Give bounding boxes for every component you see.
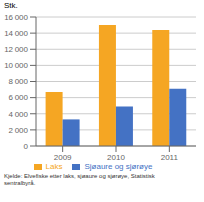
svg-text:4 000: 4 000 <box>9 110 29 119</box>
svg-text:2011: 2011 <box>161 153 179 162</box>
svg-text:2009: 2009 <box>54 153 72 162</box>
svg-text:0: 0 <box>24 142 29 151</box>
svg-text:10 000: 10 000 <box>8 61 29 70</box>
svg-text:12 000: 12 000 <box>8 45 29 54</box>
svg-text:8 000: 8 000 <box>9 77 29 86</box>
html-text:Laks: Laks <box>45 162 63 171</box>
svg-text:6 000: 6 000 <box>9 93 29 102</box>
svg-text:2 000: 2 000 <box>9 126 29 135</box>
html-text:Kjelde: Elvefiske etter laks,: Kjelde: Elvefiske etter laks, sjøaure og… <box>4 173 155 187</box>
html-text:Stk.: Stk. <box>4 1 18 10</box>
svg-text:14 000: 14 000 <box>8 29 29 38</box>
svg-text:2010: 2010 <box>107 153 125 162</box>
svg-text:16 000: 16 000 <box>8 13 29 22</box>
html-text:Sjøaure og sjørøye: Sjøaure og sjørøye <box>84 162 153 171</box>
